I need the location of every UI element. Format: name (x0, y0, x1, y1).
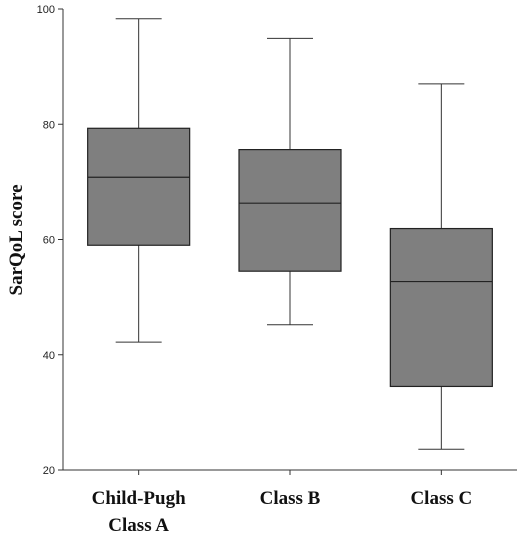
y-tick-label: 40 (43, 350, 55, 362)
x-category-label: Class B (260, 488, 321, 509)
x-category-label-line: Class B (260, 488, 321, 509)
axes: 20 40 60 80 100 (37, 4, 517, 477)
x-category-label-line: Class A (108, 515, 169, 536)
x-category-label: Child-Pugh Class A (92, 488, 186, 536)
x-category-labels: Child-Pugh Class A Class B Class C (92, 488, 473, 536)
y-tick-label: 60 (43, 235, 55, 247)
box-2 (238, 37, 342, 326)
x-category-label: Class C (410, 488, 472, 509)
box-3 (389, 83, 493, 450)
box-series (87, 18, 493, 450)
box-1 (87, 18, 191, 343)
y-axis-label: SarQoL score (6, 184, 27, 295)
x-category-label-line: Child-Pugh (92, 488, 186, 509)
iqr-box (389, 227, 493, 388)
x-category-label-line: Class C (410, 488, 472, 509)
y-tick-label: 80 (43, 119, 55, 131)
iqr-box (87, 127, 191, 246)
y-tick-label: 100 (37, 4, 55, 16)
iqr-box (238, 149, 342, 272)
y-tick-label: 20 (43, 465, 55, 477)
